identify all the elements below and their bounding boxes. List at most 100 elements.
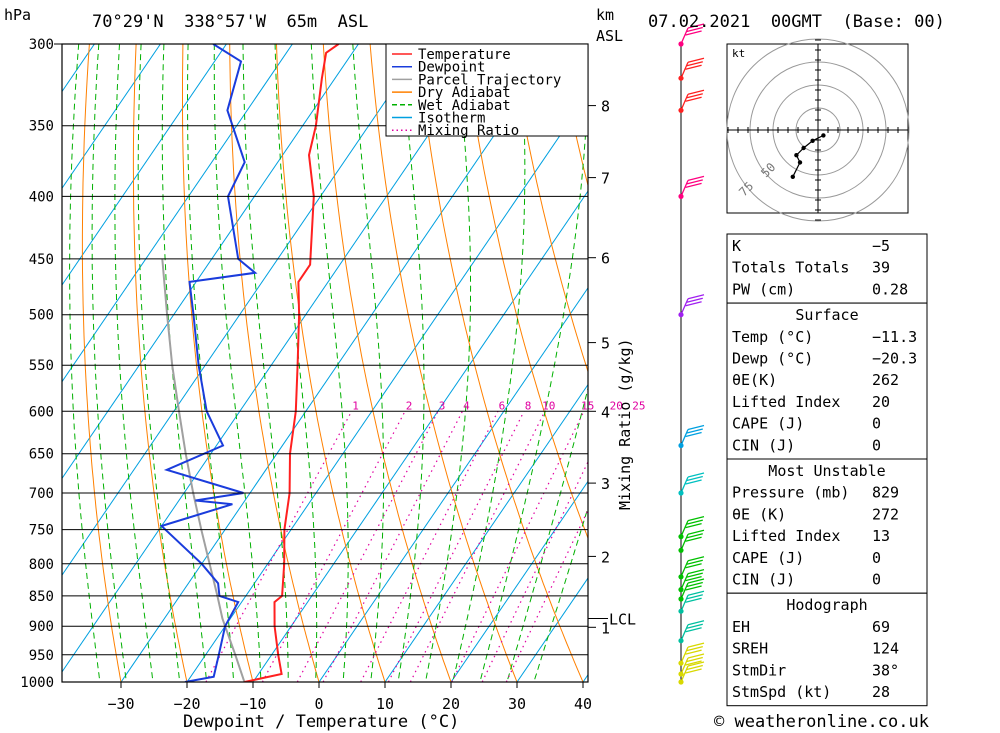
isotherm-line — [62, 44, 162, 190]
wind-barb-shaft — [680, 573, 689, 590]
isotherm-line — [450, 480, 588, 682]
wind-barb-shaft — [680, 61, 689, 79]
wind-barb-shaft — [680, 665, 689, 683]
location-label: 70°29'N 338°57'W 65m ASL — [92, 12, 368, 32]
wind-barb-flag — [687, 556, 705, 562]
wet-adiabat-line — [424, 44, 472, 682]
wind-barb — [678, 294, 705, 318]
temperature-tick-label: 20 — [442, 695, 460, 713]
wind-barb-flag — [687, 642, 705, 648]
temperature-tick-label: 40 — [574, 695, 592, 713]
wind-barb-flag — [685, 563, 702, 569]
legend-entry-label: Wet Adiabat — [418, 98, 511, 114]
pressure-tick-label: 600 — [29, 404, 54, 420]
indices-row-label: Dewp (°C) — [732, 350, 813, 368]
km-label: km — [596, 6, 614, 24]
indices-row-value: 0 — [872, 571, 881, 589]
indices-row-label: Lifted Index — [732, 393, 840, 411]
indices-section-title: Hodograph — [786, 596, 867, 614]
wind-barb-shaft — [680, 180, 689, 197]
wind-barb-flag — [686, 623, 703, 629]
wind-barb-flag — [687, 529, 705, 535]
wind-barbs — [678, 23, 705, 685]
indices-box — [726, 458, 928, 594]
dry-adiabat-line — [275, 44, 386, 682]
lcl-label: LCL — [609, 611, 636, 629]
indices-row-label: CAPE (J) — [732, 549, 804, 567]
indices-row-value: 124 — [872, 640, 899, 658]
dry-adiabat-line — [229, 44, 320, 682]
wet-adiabat-line — [137, 44, 181, 682]
parcel-trajectory-line — [161, 258, 246, 682]
indices-section-title: Surface — [795, 306, 858, 324]
mixing-ratio-line — [322, 411, 463, 682]
indices-row-value: 28 — [872, 683, 890, 701]
hodograph-unit-label: kt — [732, 47, 745, 60]
km-tick-label: 7 — [601, 170, 610, 188]
wind-barb-flag — [687, 568, 705, 575]
legend-entry-label: Dewpoint — [418, 60, 485, 76]
wind-barb-flag — [687, 57, 705, 63]
mixing-ratio-line — [481, 460, 588, 682]
mixing-ratio-line — [205, 411, 353, 682]
wind-barb-shaft — [680, 646, 689, 664]
wind-barb-flag — [685, 668, 702, 674]
axes: 3003504004505005506006507007508008509009… — [20, 37, 636, 713]
pressure-tick-label: 800 — [29, 557, 54, 573]
wind-barb-flag — [686, 61, 703, 67]
km-tick-label: 3 — [601, 475, 610, 493]
x-axis-label: Dewpoint / Temperature (°C) — [183, 712, 459, 732]
mixing-ratio-label: 15 — [581, 399, 594, 412]
wind-barb-flag — [686, 664, 703, 671]
indices-row-label: SREH — [732, 640, 768, 658]
wet-adiabat-line — [242, 44, 289, 682]
wind-barb-shaft — [680, 520, 689, 537]
dry-adiabat-line — [81, 44, 122, 682]
indices-row-value: 20 — [872, 393, 890, 411]
wind-barb-dot — [678, 638, 684, 644]
wind-barb-flag — [685, 660, 702, 666]
pressure-tick-label: 850 — [29, 589, 54, 605]
mixing-ratio-line — [451, 411, 585, 682]
wind-barb-shaft — [680, 476, 689, 494]
wind-barb-flag — [685, 575, 702, 582]
mixing-ratio-label: 2 — [406, 399, 413, 412]
wind-barb — [678, 568, 705, 593]
isotherm-line — [62, 44, 294, 383]
indices-row-value: 272 — [872, 505, 899, 523]
wind-barb-flag — [686, 581, 703, 588]
wet-adiabat-line — [69, 44, 101, 682]
indices-row-label: CIN (J) — [732, 436, 795, 454]
dry-adiabat-line — [132, 44, 188, 682]
wind-barb-flag — [686, 559, 703, 565]
indices-row-value: −11.3 — [872, 328, 917, 346]
wind-barb-shaft — [680, 534, 689, 551]
indices-row-value: 829 — [872, 484, 899, 502]
isotherm-line — [62, 44, 426, 577]
wind-barb-shaft — [680, 429, 689, 446]
indices-row-label: θE (K) — [732, 505, 786, 523]
indices-box — [726, 302, 928, 460]
wind-barb-flag — [686, 645, 703, 652]
grid-lines — [62, 44, 588, 682]
hodograph-point — [821, 133, 826, 138]
hodograph-point — [801, 145, 806, 151]
dry-adiabat-line — [322, 44, 452, 682]
wind-barb-flag — [685, 585, 702, 591]
indices-row-value: −20.3 — [872, 350, 917, 368]
legend-entry-label: Parcel Trajectory — [418, 72, 561, 88]
wind-barb-dot — [678, 547, 684, 553]
wind-barb-shaft — [680, 94, 689, 111]
legend-box — [385, 43, 589, 137]
wet-adiabat-line — [506, 386, 588, 682]
wet-adiabat-line — [352, 44, 385, 682]
indices-row-value: 262 — [872, 371, 899, 389]
dry-adiabat-line — [182, 44, 254, 682]
mixing-ratio-axis-label: Mixing Ratio (g/kg) — [616, 338, 634, 510]
wind-barb — [678, 578, 705, 602]
pressure-tick-label: 550 — [29, 358, 54, 374]
indices-row-value: 0.28 — [872, 280, 908, 298]
plot-frame — [61, 43, 589, 683]
